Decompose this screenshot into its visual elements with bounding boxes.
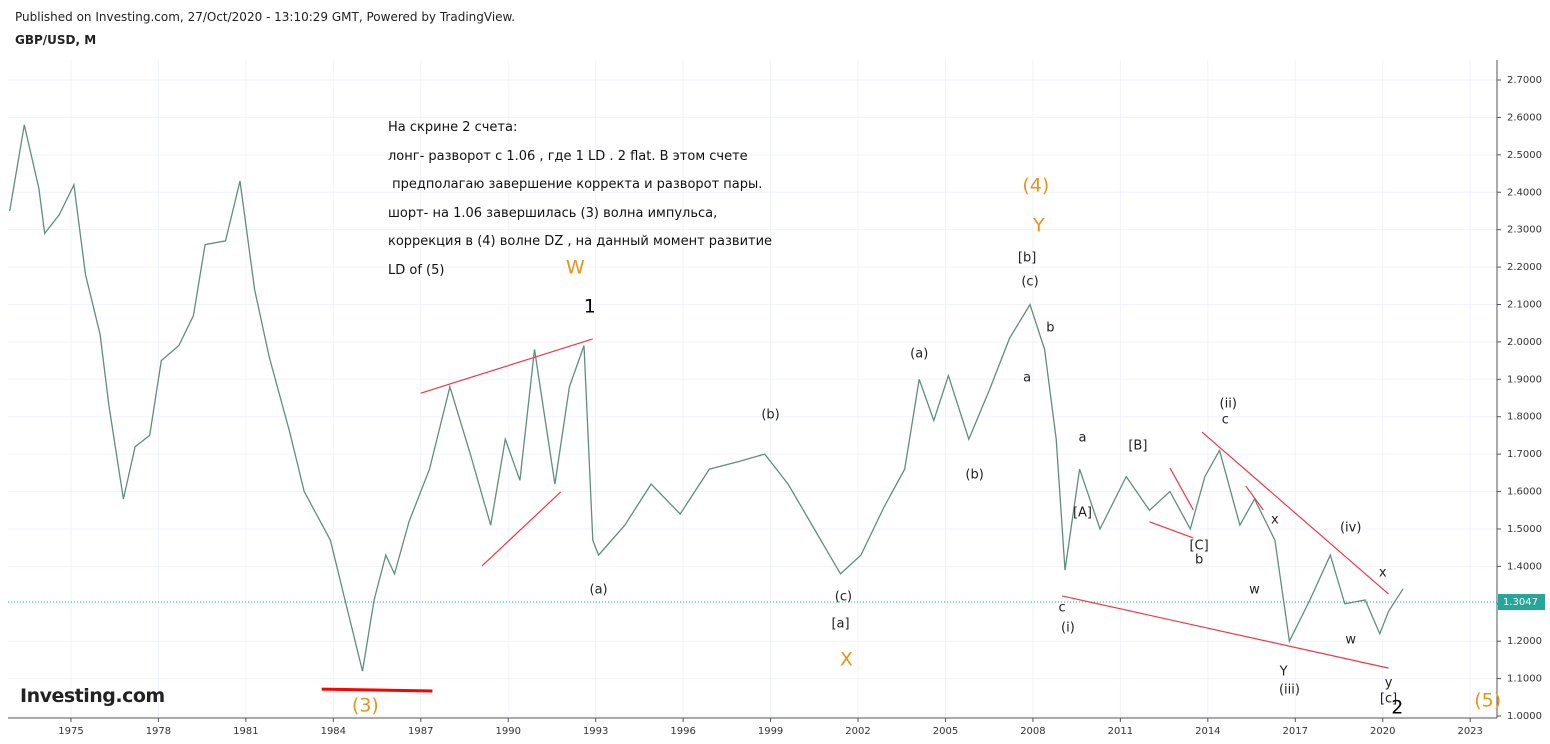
note-line: лонг- разворот с 1.06 , где 1 LD . 2 fla… xyxy=(388,148,748,164)
wave-label: [c] xyxy=(1380,692,1397,707)
x-tick-label: 1981 xyxy=(233,726,258,737)
y-tick-label: 1.6000 xyxy=(1507,487,1542,498)
x-tick-label: 2005 xyxy=(933,726,958,737)
wave-label: X xyxy=(840,648,853,670)
trendline xyxy=(481,491,562,567)
wave-label: (a) xyxy=(590,582,608,597)
y-tick-label: 2.7000 xyxy=(1507,75,1542,86)
wave-label: b xyxy=(1046,321,1054,336)
wave-label: (3) xyxy=(352,694,379,716)
wave-label: Y xyxy=(1032,214,1045,236)
wave-label: w xyxy=(1345,633,1356,648)
y-tick-label: 1.1000 xyxy=(1507,674,1542,685)
y-tick-label: 2.2000 xyxy=(1507,262,1542,273)
wave-label: x xyxy=(1271,512,1279,527)
wave-label: c xyxy=(1222,413,1229,428)
x-tick-label: 2020 xyxy=(1370,726,1395,737)
y-tick-label: 1.7000 xyxy=(1507,449,1542,460)
x-tick-label: 1987 xyxy=(408,726,433,737)
wave-label: (iv) xyxy=(1340,520,1361,535)
wave-label: (c) xyxy=(835,590,852,605)
x-tick-label: 2017 xyxy=(1283,726,1308,737)
x-tick-label: 1999 xyxy=(758,726,783,737)
wave-label: (b) xyxy=(965,468,983,483)
wave-label: (4) xyxy=(1022,174,1049,196)
y-tick-label: 2.6000 xyxy=(1507,112,1542,123)
wave-label: c xyxy=(1058,600,1065,615)
price-line xyxy=(9,124,1404,672)
x-tick-label: 2023 xyxy=(1457,726,1482,737)
y-tick-label: 1.2000 xyxy=(1507,636,1542,647)
wave-label: [C] xyxy=(1189,539,1208,554)
note-line: предполагаю завершение корректа и развор… xyxy=(388,177,763,192)
y-tick-label: 1.9000 xyxy=(1507,374,1542,385)
wave-label: w xyxy=(1249,582,1260,597)
publish-info: Published on Investing.com, 27/Oct/2020 … xyxy=(15,10,516,24)
wave-label: (iii) xyxy=(1279,682,1300,697)
last-price-label: 1.3047 xyxy=(1503,597,1538,608)
wave-label: (ii) xyxy=(1220,397,1237,412)
wave-label: (b) xyxy=(761,407,779,422)
wave-label: [B] xyxy=(1128,438,1147,453)
note-line: коррекция в (4) волне DZ , на данный мом… xyxy=(388,234,773,249)
y-tick-label: 2.5000 xyxy=(1507,150,1542,161)
wave-label: Y xyxy=(1279,664,1288,679)
x-tick-label: 2011 xyxy=(1108,726,1133,737)
symbol: GBP/USD, M xyxy=(15,33,97,47)
y-tick-label: 2.0000 xyxy=(1507,337,1542,348)
trendline xyxy=(420,338,593,394)
wave-label: W xyxy=(566,256,585,278)
trendline xyxy=(1201,431,1389,595)
note-line: шорт- на 1.06 завершилась (3) волна импу… xyxy=(388,205,718,221)
wave-label: [a] xyxy=(831,616,849,631)
wave-label: (i) xyxy=(1061,621,1075,636)
wave-label: b xyxy=(1195,553,1203,568)
wave-label: 1 xyxy=(584,296,596,318)
wave-label: 2 xyxy=(1391,697,1403,719)
x-tick-label: 1990 xyxy=(495,726,520,737)
wave-label: (5) xyxy=(1474,690,1501,712)
last-price-tag xyxy=(1498,594,1545,611)
x-tick-label: 2014 xyxy=(1195,726,1220,737)
x-tick-label: 1975 xyxy=(58,726,83,737)
trendline xyxy=(1061,595,1389,669)
note: На скрине 2 счета: лонг- разворот с 1.06 … xyxy=(388,114,772,285)
wave-label: y xyxy=(1385,676,1393,691)
y-tick-label: 1.4000 xyxy=(1507,561,1542,572)
wave-label: a xyxy=(1023,370,1031,385)
x-tick-label: 1996 xyxy=(670,726,695,737)
y-tick-label: 2.3000 xyxy=(1507,225,1542,236)
trendline xyxy=(1149,521,1194,539)
y-tick-label: 1.8000 xyxy=(1507,412,1542,423)
y-tick-label: 1.0000 xyxy=(1507,711,1542,722)
trendline xyxy=(1169,467,1194,511)
wave-label: [A] xyxy=(1073,505,1092,520)
trendline xyxy=(321,687,433,693)
logo: Investing.com xyxy=(20,685,165,707)
x-tick-label: 2002 xyxy=(845,726,870,737)
wave-label: (c) xyxy=(1021,275,1038,290)
x-tick-label: 1993 xyxy=(583,726,608,737)
y-tick-label: 2.4000 xyxy=(1507,187,1542,198)
wave-label: (a) xyxy=(910,346,928,361)
wave-label: x xyxy=(1379,566,1387,581)
wave-label: [b] xyxy=(1018,251,1036,266)
x-tick-label: 1984 xyxy=(321,726,346,737)
note-line: LD of (5) xyxy=(388,262,445,278)
trendline xyxy=(1245,485,1264,511)
y-tick-label: 1.5000 xyxy=(1507,524,1542,535)
x-tick-label: 2008 xyxy=(1020,726,1045,737)
note-line: На скрине 2 счета: xyxy=(388,120,518,135)
y-tick-label: 2.1000 xyxy=(1507,299,1542,310)
wave-label: a xyxy=(1078,431,1086,446)
x-tick-label: 1978 xyxy=(146,726,171,737)
